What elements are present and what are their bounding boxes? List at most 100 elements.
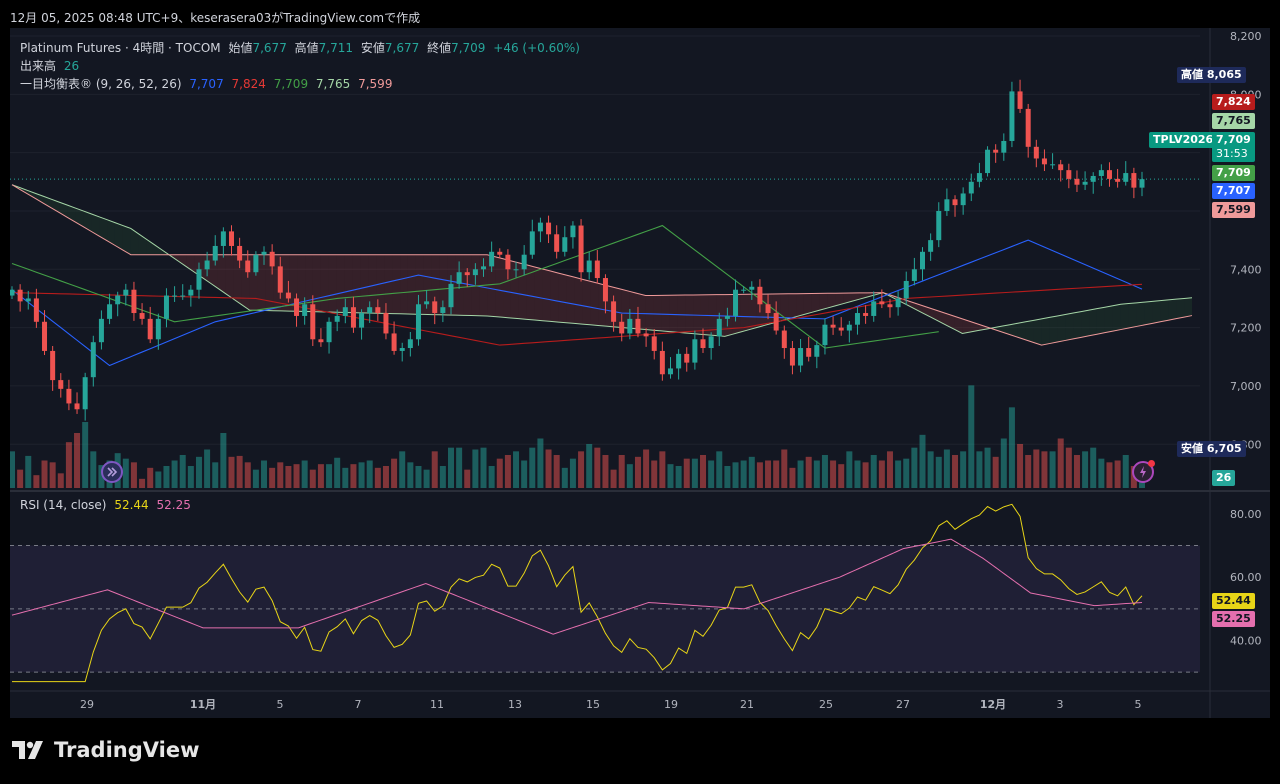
- candle-body: [261, 251, 267, 255]
- rsi-axis-label: 52.44: [1212, 593, 1255, 609]
- volume-bar: [399, 451, 406, 488]
- volume-bar: [171, 460, 178, 488]
- legend-volume[interactable]: 出来高 26: [20, 57, 83, 74]
- time-tick-label: 5: [277, 698, 284, 711]
- cloud-segment: [962, 318, 971, 334]
- volume-bar: [1106, 462, 1113, 488]
- alert-lightning-icon[interactable]: [1132, 460, 1155, 483]
- candle-body: [863, 313, 869, 316]
- volume-bar: [456, 447, 463, 488]
- volume-bar: [236, 455, 243, 488]
- candle-body: [1074, 178, 1080, 185]
- cloud-segment: [91, 213, 100, 237]
- candle-body: [334, 315, 340, 322]
- time-tick-label: 19: [664, 698, 678, 711]
- volume-label: 出来高: [20, 59, 57, 73]
- chart-canvas[interactable]: 8,2008,0007,4007,2007,0006,80080.0060.00…: [9, 28, 1270, 718]
- volume-bar: [838, 464, 845, 488]
- tradingview-logo[interactable]: TradingView: [12, 738, 199, 762]
- volume-bar: [285, 466, 292, 488]
- candle-body: [253, 254, 259, 273]
- volume-bar: [65, 442, 72, 488]
- ichimoku-base: 7,824: [231, 77, 266, 91]
- cloud-segment: [1168, 299, 1177, 321]
- cloud-segment: [1120, 303, 1129, 330]
- time-tick-label: 11月: [190, 698, 216, 711]
- axes: 8,2008,0007,4007,2007,0006,80080.0060.00…: [80, 30, 1262, 711]
- candle-body: [537, 222, 543, 232]
- candle-body: [1001, 140, 1007, 153]
- candle-body: [415, 304, 421, 340]
- volume-bar: [675, 466, 682, 488]
- leading-span-a-line: [11, 184, 1193, 337]
- volume-bar: [537, 438, 544, 488]
- volume-bar: [976, 451, 983, 488]
- chart-panel[interactable]: 8,2008,0007,4007,2007,0006,80080.0060.00…: [9, 28, 1270, 718]
- candle-body: [676, 353, 682, 369]
- cloud-segment: [550, 271, 559, 323]
- candle-body: [854, 313, 860, 325]
- candle-body: [139, 313, 145, 319]
- candle-body: [180, 295, 186, 297]
- candle-body: [960, 193, 966, 206]
- cloud-segment: [677, 295, 686, 333]
- candle-body: [472, 269, 478, 276]
- candle-body: [481, 266, 487, 270]
- candle-body: [1017, 91, 1023, 109]
- volume-bar: [382, 466, 389, 488]
- cloud-segment: [431, 254, 440, 315]
- volume-bar: [919, 434, 926, 488]
- cloud-segment: [487, 254, 496, 317]
- volume-bar: [374, 467, 381, 488]
- legend-rsi[interactable]: RSI (14, close) 52.44 52.25: [20, 498, 195, 512]
- volume-bar: [805, 456, 812, 488]
- volume-bar: [561, 467, 568, 488]
- volume-bar: [586, 444, 593, 488]
- cloud-segment: [693, 294, 701, 335]
- volume-bar: [984, 447, 991, 488]
- volume-bar: [472, 449, 479, 488]
- cloud-segment: [542, 268, 551, 322]
- volume-bar: [968, 385, 975, 488]
- change-value: +46 (+0.60%): [493, 41, 580, 55]
- rsi-value: 52.44: [114, 498, 149, 512]
- volume-bar: [732, 462, 739, 488]
- candle-body: [505, 254, 511, 270]
- time-tick-label: 5: [1135, 698, 1142, 711]
- conversion-label: 7,707: [1212, 183, 1255, 199]
- volume-bar: [667, 464, 674, 488]
- candle-body: [1131, 173, 1137, 188]
- candle-body: [269, 251, 275, 267]
- cloud-segment: [827, 293, 836, 308]
- volume-bar: [626, 464, 633, 488]
- symbol-tag[interactable]: TPLV2026: [1149, 132, 1218, 148]
- volume-bar: [74, 433, 81, 488]
- cloud-segment: [1096, 307, 1105, 335]
- candle-body: [50, 350, 56, 381]
- cloud-segment: [1065, 313, 1074, 341]
- candle-body: [1066, 170, 1072, 179]
- ichimoku-label: 一目均衡表® (9, 26, 52, 26): [20, 77, 182, 91]
- low-tag: 安値 6,705: [1177, 441, 1246, 457]
- candle-body: [895, 298, 901, 308]
- cloud-segment: [669, 295, 678, 333]
- volume-bar: [821, 455, 828, 488]
- candle-body: [123, 289, 129, 296]
- cloud-segment: [954, 316, 963, 334]
- volume-bar: [187, 466, 194, 488]
- candle-body: [684, 353, 690, 363]
- volume-bar: [610, 469, 617, 488]
- volume-bar: [155, 471, 162, 488]
- volume-bar: [602, 455, 609, 488]
- candle-body: [838, 327, 844, 331]
- legend-ichimoku[interactable]: 一目均衡表® (9, 26, 52, 26) 7,707 7,824 7,709…: [20, 75, 396, 92]
- cloud-segment: [154, 244, 163, 255]
- rsi-line: [12, 503, 1143, 683]
- candle-body: [1058, 164, 1064, 171]
- ichimoku-span-b: 7,599: [358, 77, 393, 91]
- candle-body: [424, 301, 430, 305]
- candle-body: [294, 298, 300, 316]
- volume-bar: [415, 466, 422, 488]
- replay-icon[interactable]: [101, 461, 123, 483]
- cloud-segment: [566, 275, 575, 324]
